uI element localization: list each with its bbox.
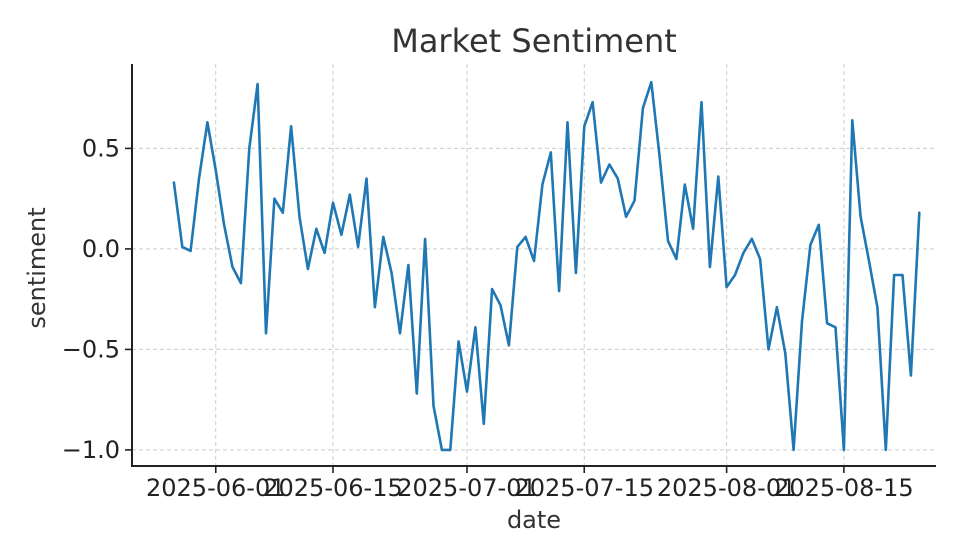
series-layer (172, 80, 921, 452)
x-tick-label: 2025-07-15 (515, 474, 654, 502)
x-axis-ticks: 2025-06-012025-06-152025-07-012025-07-15… (146, 466, 914, 502)
x-tick-label: 2025-08-01 (657, 474, 796, 502)
x-tick-label: 2025-06-15 (263, 474, 402, 502)
x-axis-label: date (507, 506, 561, 534)
x-tick-label: 2025-07-01 (397, 474, 536, 502)
y-axis-ticks: −1.0 −0.5 0.0 0.5 (62, 134, 132, 464)
y-tick-label: 0.5 (82, 134, 120, 162)
y-tick-label: −0.5 (62, 335, 120, 363)
series-line-0 (172, 80, 921, 452)
chart-title: Market Sentiment (391, 22, 677, 60)
y-tick-label: 0.0 (82, 235, 120, 263)
y-tick-label: −1.0 (62, 436, 120, 464)
x-tick-label: 2025-08-15 (774, 474, 913, 502)
y-axis-label: sentiment (23, 207, 51, 328)
x-tick-label: 2025-06-01 (146, 474, 285, 502)
